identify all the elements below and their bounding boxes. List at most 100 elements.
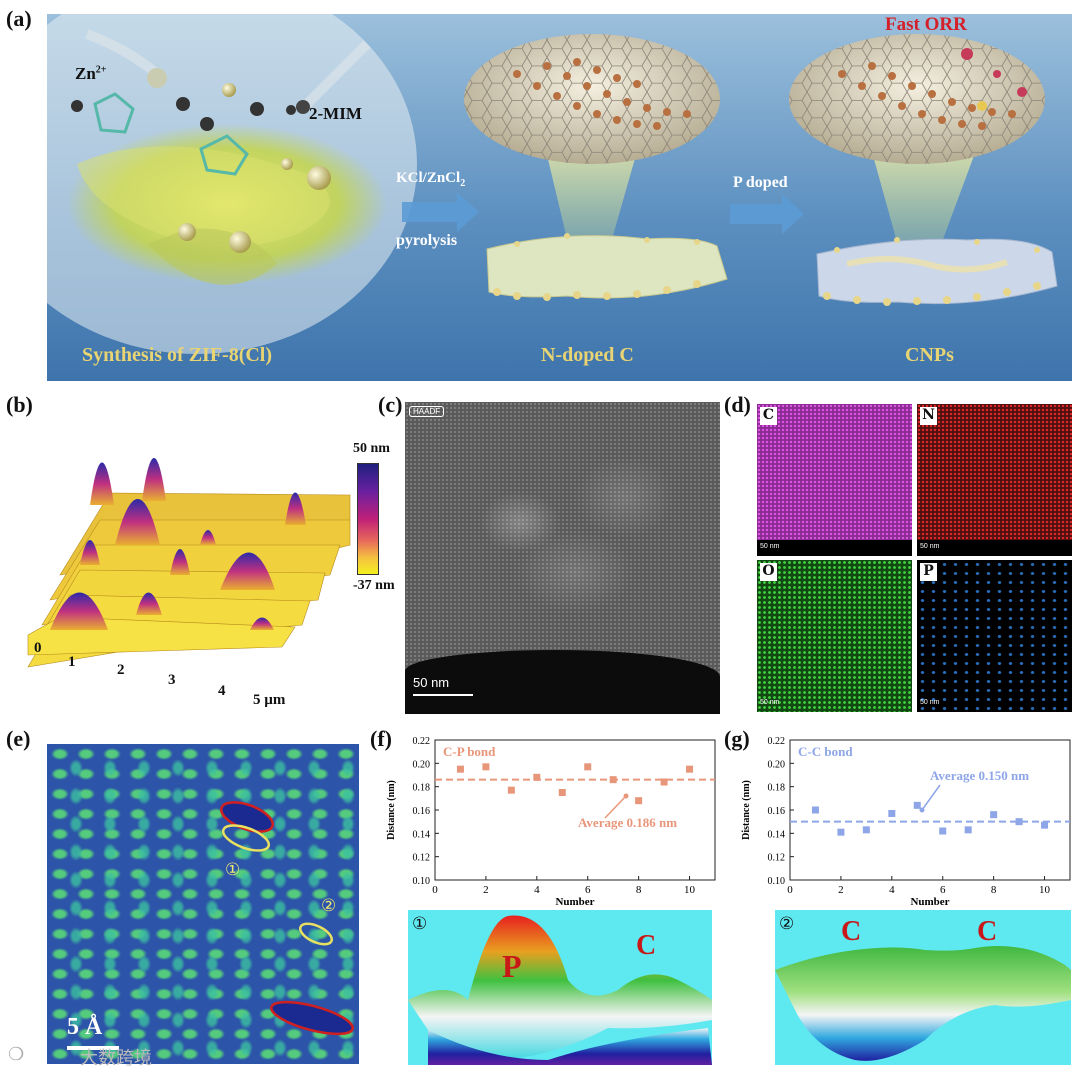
data-point xyxy=(635,797,643,805)
caption-cnps: CNPs xyxy=(905,344,954,366)
y-axis-label: Distance (nm) xyxy=(741,780,752,840)
panel-b-afm-surface xyxy=(27,458,351,668)
plot-frame xyxy=(789,739,1071,881)
data-point xyxy=(456,765,464,773)
y-tick-label: 0.20 xyxy=(768,759,786,770)
data-point xyxy=(609,776,617,784)
eds-map-n: N 50 nm xyxy=(917,404,1072,556)
y-tick-label: 0.22 xyxy=(413,736,431,747)
y-tick-label: 0.16 xyxy=(768,806,786,817)
afm-tick-5: 5 µm xyxy=(253,692,286,708)
legend-label: C-P bond xyxy=(443,744,496,759)
x-tick-label: 8 xyxy=(991,884,997,896)
annotation-arrowhead xyxy=(623,793,629,799)
eds-map-p: P 50 nm xyxy=(917,560,1072,712)
y-tick-label: 0.12 xyxy=(413,853,431,864)
eds-scale-p: 50 nm xyxy=(920,699,940,706)
eds-label-p: P xyxy=(920,563,937,581)
surface-2-label-c1: C xyxy=(841,916,862,947)
x-tick-label: 2 xyxy=(483,884,489,896)
caption-synthesis: Synthesis of ZIF-8(Cl) xyxy=(82,344,273,366)
panel-label-d: (d) xyxy=(724,392,751,417)
panel-c-haadf-image: HAADF 50 nm xyxy=(405,402,720,714)
panel-label-c: (c) xyxy=(378,392,403,417)
average-annotation: Average 0.150 nm xyxy=(930,768,1029,783)
x-tick-label: 2 xyxy=(838,884,844,896)
panel-label-f: (f) xyxy=(370,726,392,751)
x-tick-label: 8 xyxy=(636,884,642,896)
stem-scale-bar xyxy=(67,1046,119,1050)
panel-label-b: (b) xyxy=(6,392,33,417)
fast-orr-label: Fast ORR xyxy=(885,14,967,35)
eds-scale-n: 50 nm xyxy=(920,543,940,550)
colorbar-max: 50 nm xyxy=(353,441,390,456)
data-point xyxy=(990,811,998,819)
data-point xyxy=(686,765,694,773)
panel-e-atomic-image: ① ② 5 Å xyxy=(47,744,359,1064)
haadf-scalebar-label: 50 nm xyxy=(413,675,450,690)
y-tick-label: 0.10 xyxy=(413,876,431,887)
chart-cp-bond: 0.10 0.12 0.14 0.16 0.18 0.20 0.22 0 2 4 6 8 10 Numbe… xyxy=(386,736,716,908)
x-axis-label: Number xyxy=(555,896,594,908)
surface-2-label-c2: C xyxy=(977,916,998,947)
data-point xyxy=(939,827,947,835)
afm-tick-1: 1 xyxy=(68,654,76,670)
y-tick-label: 0.14 xyxy=(413,829,431,840)
arrow-p-doping xyxy=(730,194,804,234)
mim-label: 2-MIM xyxy=(309,104,362,123)
step2-label: P doped xyxy=(733,174,788,191)
data-point xyxy=(1015,818,1023,826)
data-point xyxy=(482,763,490,771)
data-point xyxy=(837,828,845,836)
surface-1-label-p: P xyxy=(502,948,522,984)
annotation-arrow xyxy=(604,795,627,819)
x-tick-label: 4 xyxy=(534,884,540,896)
data-point xyxy=(811,806,819,814)
data-point xyxy=(862,826,870,834)
x-tick-label: 10 xyxy=(684,884,696,896)
afm-tick-0: 0 xyxy=(34,640,42,656)
y-tick-label: 0.14 xyxy=(768,829,786,840)
annotation-arrowhead xyxy=(919,807,925,813)
eds-scale-c: 50 nm xyxy=(760,543,780,550)
x-tick-label: 6 xyxy=(585,884,591,896)
annotation-arrow xyxy=(921,784,941,811)
surface-2-mark: ② xyxy=(779,914,795,934)
x-tick-label: 6 xyxy=(940,884,946,896)
data-point xyxy=(888,810,896,817)
eds-label-o: O xyxy=(760,563,777,581)
afm-tick-2: 2 xyxy=(117,662,125,678)
marker-1-label: ① xyxy=(225,860,241,880)
colorbar-min: -37 nm xyxy=(353,578,395,593)
surface-1-label-c: C xyxy=(636,930,657,961)
data-point xyxy=(1041,821,1049,829)
chart-cc-bond: 0.10 0.12 0.14 0.16 0.18 0.20 0.22 0 2 4 6 8 10 Numbe… xyxy=(741,736,1071,908)
n-doped-carbon-sheet xyxy=(486,235,728,299)
y-tick-label: 0.18 xyxy=(768,783,786,794)
panel-label-g: (g) xyxy=(724,726,750,751)
eds-map-c: C 50 nm xyxy=(757,404,912,556)
panel-a-schematic: Zn2+ 2-MIM KCl/ZnCl2 pyrolysis P doped F… xyxy=(47,14,1072,381)
plot-frame xyxy=(434,739,716,881)
cnps-sheet xyxy=(816,238,1058,305)
y-tick-label: 0.16 xyxy=(413,806,431,817)
y-tick-label: 0.10 xyxy=(768,876,786,887)
average-annotation: Average 0.186 nm xyxy=(578,815,677,830)
afm-tick-3: 3 xyxy=(168,672,176,688)
eds-map-o: O 50 nm xyxy=(757,560,912,712)
data-point xyxy=(584,763,592,771)
step1-bottom-label: pyrolysis xyxy=(396,232,458,249)
haadf-scalebar-line xyxy=(413,694,473,696)
surface-profile-1: ① P C xyxy=(408,910,712,1065)
surface-profile-2: ② C C xyxy=(775,910,1071,1065)
x-axis-label: Number xyxy=(910,896,949,908)
eds-label-c: C xyxy=(760,407,777,425)
marker-2-label: ② xyxy=(321,896,337,916)
y-tick-label: 0.22 xyxy=(768,736,786,747)
stem-scale-label: 5 Å xyxy=(67,1014,103,1040)
afm-peaks xyxy=(50,458,306,630)
data-point xyxy=(660,778,668,786)
panel-d-eds-maps: C 50 nm N 50 nm O 50 nm P 50 nm xyxy=(757,404,1072,712)
step1-top-label: KCl/ZnCl2 xyxy=(396,170,466,189)
afm-colorbar xyxy=(357,463,379,575)
